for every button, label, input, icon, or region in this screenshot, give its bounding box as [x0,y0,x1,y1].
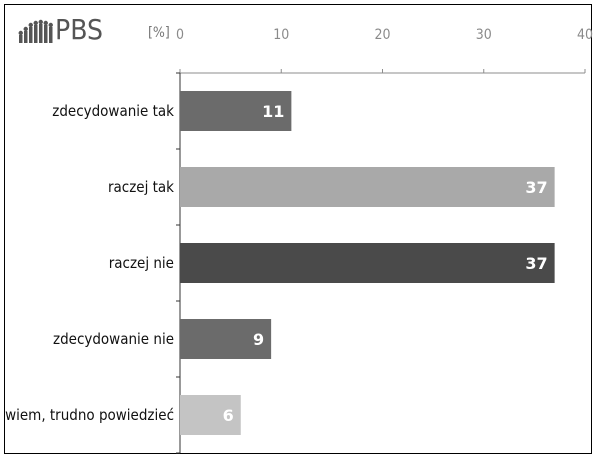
logo-figure-head [48,22,53,28]
logo-text: PBS [55,13,103,46]
logo-figure [34,25,38,43]
category-label: zdecydowanie tak [52,102,174,120]
logo-figure-head [43,20,48,26]
bar [180,395,241,435]
chart-canvas: PBS [%] 0 10 20 30 40 11 zdecydowanie tak 37 ra… [5,13,593,454]
x-tick-label: 30 [476,27,492,43]
bar [180,319,272,359]
logo-figure [49,27,53,43]
bar-value-label: 37 [525,178,547,197]
chart-frame: PBS [%] 0 10 20 30 40 11 zdecydowanie tak 37 ra… [4,4,593,454]
logo-figure-head [33,20,38,26]
logo-figure-head [18,30,23,36]
logo-figure [39,24,43,43]
logo-figure-head [28,22,33,28]
bar-value-label: 11 [262,102,284,121]
logo-figure [24,31,28,43]
x-tick-label: 0 [176,27,184,43]
category-label: raczej tak [108,178,174,196]
bar-value-label: 6 [223,406,234,425]
bar [180,243,555,283]
category-label: nie wiem, trudno powiedzieć [5,406,174,424]
category-label: raczej nie [109,254,174,272]
pbs-logo: PBS [18,13,103,46]
logo-figure [44,25,48,43]
x-tick-label: 20 [374,27,390,43]
bar-value-label: 37 [525,254,547,273]
bar [180,91,292,131]
bars-group: 11 zdecydowanie tak 37 raczej tak 37 raczej n… [5,91,555,435]
logo-figure [29,27,33,43]
people-silhouettes-icon [18,19,53,43]
y-axis [176,72,181,454]
logo-figure-head [23,26,28,32]
category-label: zdecydowanie nie [53,330,174,348]
x-tick-label: 40 [577,27,593,43]
logo-figure [19,35,23,43]
bar-value-label: 9 [253,330,264,349]
bar [180,167,555,207]
x-tick-label: 10 [273,27,289,43]
x-axis: 0 10 20 30 40 [176,27,593,74]
unit-label: [%] [148,25,170,41]
logo-figure-head [38,19,43,25]
